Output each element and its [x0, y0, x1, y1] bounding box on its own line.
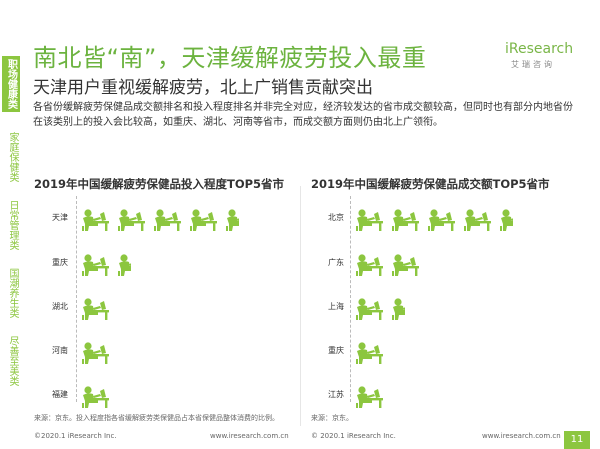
- icon-group: [354, 338, 384, 364]
- pictograph-row: 湖北: [0, 292, 600, 322]
- person-at-desk-icon: [356, 386, 383, 408]
- icon-group: [80, 338, 110, 364]
- person-at-desk-icon: [356, 209, 383, 231]
- chart-right-source: 来源：京东。: [311, 414, 353, 422]
- icon-group: [80, 250, 146, 276]
- person-at-desk-icon: [428, 209, 455, 231]
- icon-group: [80, 205, 254, 231]
- logo-text: iResearch: [505, 41, 574, 57]
- category-label: 湖北: [52, 302, 68, 311]
- pictograph-row: 福建: [0, 380, 600, 410]
- icon-group: [354, 205, 528, 231]
- category-label: 河南: [52, 346, 68, 355]
- category-label: 江苏: [328, 390, 344, 399]
- chart-left-title: 2019年中国缓解疲劳保健品投入程度TOP5省市: [34, 177, 285, 191]
- icon-group: [354, 294, 420, 320]
- pictograph-row: 上海: [0, 292, 600, 322]
- person-at-desk-icon: [82, 342, 109, 364]
- person-at-desk-icon: [356, 298, 383, 320]
- pictograph-row: 江苏: [0, 380, 600, 410]
- footer-url-right[interactable]: www.iresearch.com.cn: [482, 432, 561, 440]
- footer-url-left[interactable]: www.iresearch.com.cn: [210, 432, 289, 440]
- icon-group: [354, 250, 420, 276]
- logo: iResearch 艾瑞咨询: [505, 41, 573, 71]
- pictograph-row: 广东: [0, 248, 600, 278]
- category-label: 广东: [328, 258, 344, 267]
- page-subtitle: 天津用户重视缓解疲劳，北上广销售贡献突出: [33, 78, 373, 98]
- person-at-desk-icon: [464, 209, 491, 231]
- pictograph-row: 北京: [0, 203, 600, 233]
- person-at-desk-icon: [82, 254, 109, 276]
- sidebar-item-active[interactable]: 职场健康类: [2, 56, 20, 112]
- chart-right-axis: [350, 196, 352, 402]
- page-title: 南北皆“南”，天津缓解疲劳投入最重: [33, 44, 427, 72]
- category-label: 重庆: [328, 346, 344, 355]
- icon-group: [80, 294, 146, 320]
- person-at-desk-icon: [82, 209, 109, 231]
- person-at-desk-icon: [500, 209, 513, 231]
- pictograph-row: 重庆: [0, 248, 600, 278]
- person-at-desk-icon: [356, 342, 383, 364]
- person-at-desk-icon: [392, 209, 419, 231]
- person-at-desk-icon: [226, 209, 239, 231]
- pictograph-row: 重庆: [0, 336, 600, 366]
- divider: [300, 186, 301, 426]
- pictograph-row: 河南: [0, 336, 600, 366]
- pictograph-row: 天津: [0, 203, 600, 233]
- sidebar-item-guochao[interactable]: 国潮养生类: [7, 268, 18, 318]
- person-at-desk-icon: [118, 254, 131, 276]
- sidebar-item-family[interactable]: 家庭保健类: [7, 132, 18, 182]
- category-label: 福建: [52, 390, 68, 399]
- person-at-desk-icon: [118, 209, 145, 231]
- icon-group: [80, 382, 110, 408]
- person-at-desk-icon: [82, 298, 109, 320]
- logo-subtitle: 艾瑞咨询: [511, 60, 555, 69]
- sidebar: 职场健康类 家庭保健类 日常管理类 国潮养生类 尽善至美类: [0, 0, 22, 449]
- chart-left-axis: [76, 196, 78, 402]
- icon-group: [354, 382, 384, 408]
- person-at-desk-icon: [190, 209, 217, 231]
- category-label: 上海: [328, 302, 344, 311]
- person-at-desk-icon: [154, 209, 181, 231]
- footer-copyright-right: © 2020.1 iResearch Inc.: [311, 432, 396, 440]
- chart-left-source: 来源：京东。投入程度指各省缓解疲劳类保健品占本省保健品整体消费的比例。: [34, 414, 279, 422]
- person-at-desk-icon: [392, 298, 405, 320]
- person-at-desk-icon: [82, 386, 109, 408]
- person-at-desk-icon: [356, 254, 383, 276]
- chart-right-title: 2019年中国缓解疲劳保健品成交额TOP5省市: [311, 177, 550, 191]
- footer-copyright-left: ©2020.1 iResearch Inc.: [34, 432, 117, 440]
- category-label: 天津: [52, 213, 68, 222]
- sidebar-item-daily[interactable]: 日常管理类: [7, 200, 18, 250]
- person-at-desk-icon: [392, 254, 419, 276]
- category-label: 重庆: [52, 258, 68, 267]
- sidebar-item-beauty[interactable]: 尽善至美类: [7, 336, 18, 386]
- category-label: 北京: [328, 213, 344, 222]
- page-number: 11: [564, 431, 590, 449]
- description: 各省份缓解疲劳保健品成交额排名和投入程度排名并非完全对应，经济较发达的省市成交额…: [33, 102, 573, 128]
